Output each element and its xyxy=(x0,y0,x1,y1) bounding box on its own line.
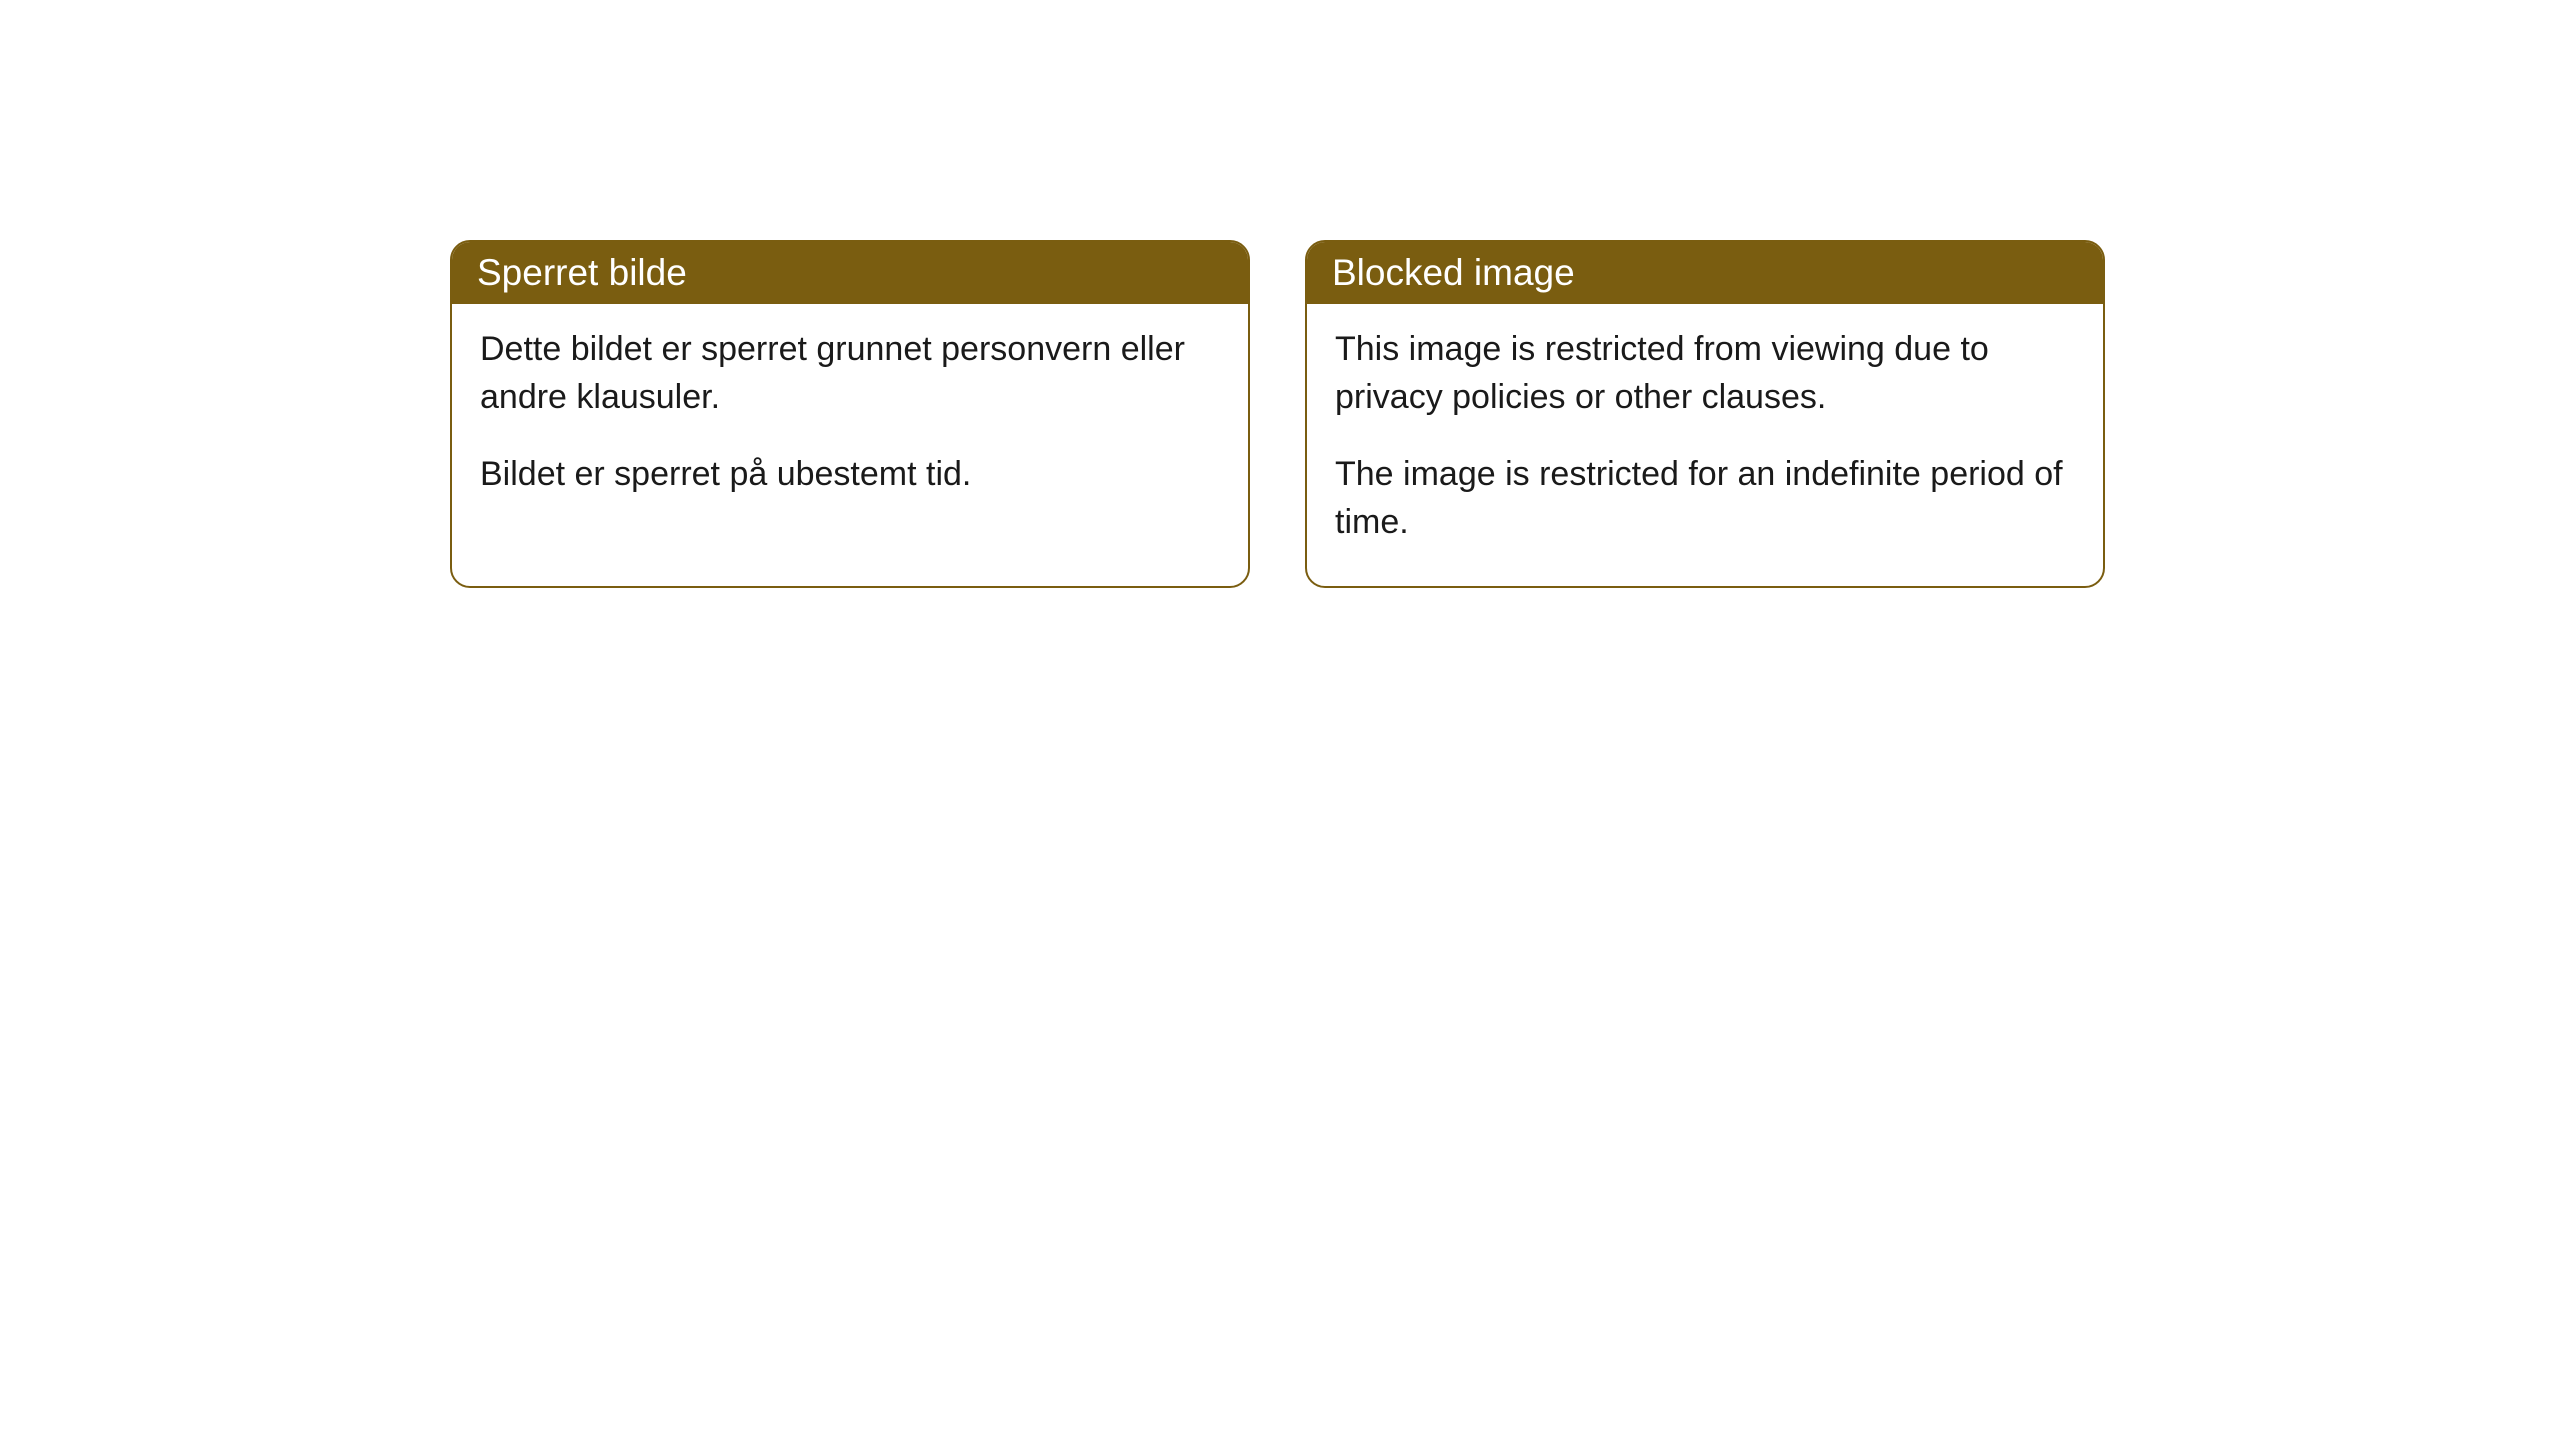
card-title-norwegian: Sperret bilde xyxy=(477,252,687,293)
card-paragraph-2-norwegian: Bildet er sperret på ubestemt tid. xyxy=(480,451,1220,499)
card-title-english: Blocked image xyxy=(1332,252,1575,293)
card-body-english: This image is restricted from viewing du… xyxy=(1307,304,2103,586)
notice-card-english: Blocked image This image is restricted f… xyxy=(1305,240,2105,588)
card-paragraph-2-english: The image is restricted for an indefinit… xyxy=(1335,451,2075,546)
card-paragraph-1-norwegian: Dette bildet er sperret grunnet personve… xyxy=(480,326,1220,421)
card-header-norwegian: Sperret bilde xyxy=(452,242,1248,304)
card-paragraph-1-english: This image is restricted from viewing du… xyxy=(1335,326,2075,421)
notice-cards-container: Sperret bilde Dette bildet er sperret gr… xyxy=(450,240,2560,588)
card-body-norwegian: Dette bildet er sperret grunnet personve… xyxy=(452,304,1248,539)
notice-card-norwegian: Sperret bilde Dette bildet er sperret gr… xyxy=(450,240,1250,588)
card-header-english: Blocked image xyxy=(1307,242,2103,304)
